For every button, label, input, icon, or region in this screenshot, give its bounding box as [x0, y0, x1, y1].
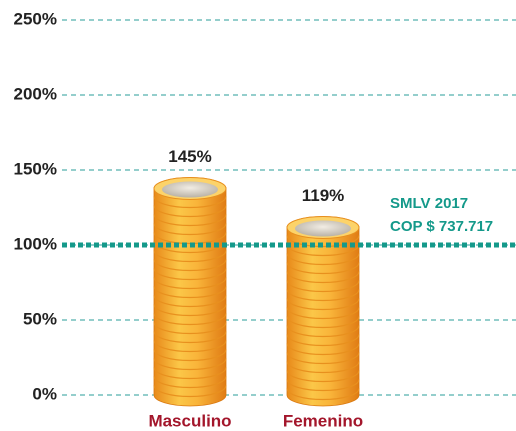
y-tick-label: 0%: [32, 384, 57, 403]
coin-face: [295, 221, 351, 237]
y-tick-label: 50%: [23, 309, 57, 328]
value-label: 119%: [302, 186, 345, 205]
chart: 0% 50% 100% 150% 200% 250% Masculino 145% Femeni…: [0, 0, 516, 431]
y-tick-label: 150%: [14, 159, 57, 178]
reference-label: COP $ 737.717: [390, 218, 493, 235]
value-label: 145%: [168, 147, 211, 166]
x-tick-label: Femenino: [283, 411, 363, 430]
y-tick-label: 100%: [14, 234, 57, 253]
reference-label: SMLV 2017: [390, 195, 468, 212]
x-tick-label: Masculino: [148, 411, 231, 430]
y-tick-label: 200%: [14, 84, 57, 103]
y-tick-label: 250%: [14, 9, 57, 28]
bar: [154, 178, 226, 407]
coin-face: [162, 182, 218, 198]
